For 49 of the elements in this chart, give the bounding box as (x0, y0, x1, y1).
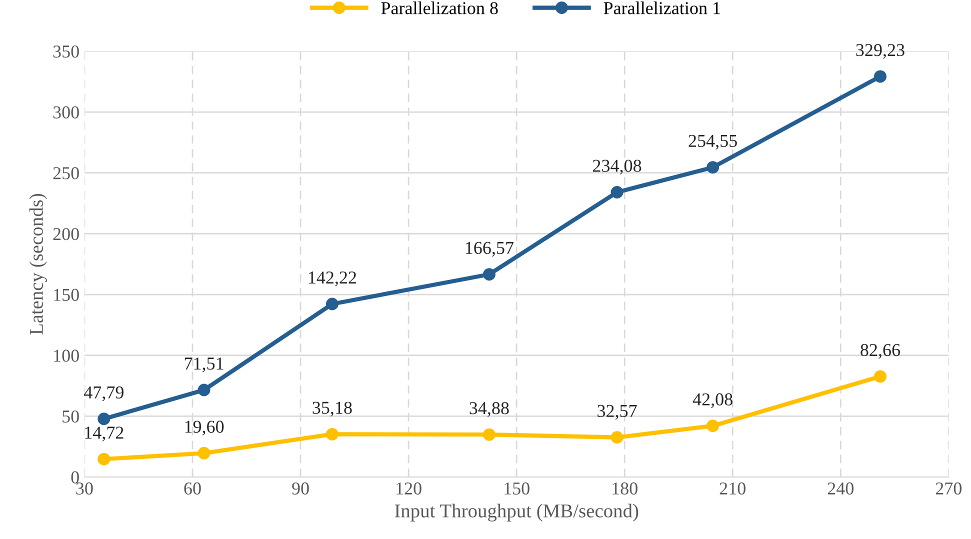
data-label: 142,22 (308, 272, 356, 286)
data-label: 329,23 (856, 44, 904, 59)
x-tick-label: 120 (396, 482, 422, 495)
x-tick-label: 210 (720, 482, 746, 495)
point (482, 428, 496, 441)
y-tick-label: 150 (54, 288, 79, 301)
x-tick-label: 180 (612, 482, 638, 495)
x-tick-label: 90 (292, 482, 309, 495)
point (610, 186, 624, 198)
point (874, 370, 886, 383)
point (98, 452, 110, 466)
x-tick-label: 60 (184, 482, 201, 495)
data-label: 234,08 (593, 160, 642, 174)
point (874, 70, 886, 83)
data-label: 47,79 (84, 386, 124, 402)
data-label: 254,55 (688, 134, 737, 150)
x-tick-label: 240 (828, 482, 854, 495)
point (482, 268, 496, 281)
point (706, 161, 720, 174)
data-label: 35,18 (312, 402, 352, 416)
y-tick-label: 200 (53, 228, 79, 240)
y-tick-label: 350 (53, 45, 79, 58)
data-label: 82,66 (860, 344, 900, 359)
data-label: 19,60 (185, 420, 224, 436)
legend-label: Parallelization 8 (381, 2, 498, 14)
point (198, 384, 210, 396)
x-tick-label: 270 (936, 482, 962, 495)
point (98, 412, 110, 426)
point (198, 446, 210, 460)
data-label: 42,08 (692, 393, 732, 408)
y-tick-label: 100 (54, 350, 79, 362)
point (610, 431, 624, 444)
x-axis-title: Input Throughput (MB/second) (394, 504, 638, 522)
data-label: 14,72 (85, 426, 124, 442)
y-tick-label: 250 (53, 167, 79, 180)
y-tick-label: 0 (71, 471, 79, 484)
point (326, 298, 338, 310)
y-tick-label: 300 (53, 106, 79, 118)
data-label: 71,51 (184, 358, 224, 372)
point (326, 428, 338, 440)
x-tick-label: 30 (76, 482, 93, 495)
data-label: 34,88 (470, 402, 509, 417)
y-axis-title: Latency (seconds) (29, 194, 47, 335)
data-label: 166,57 (466, 242, 514, 257)
y-tick-label: 50 (62, 410, 79, 423)
point (706, 420, 720, 432)
x-tick-label: 150 (504, 482, 530, 495)
legend-label: Parallelization 1 (604, 2, 720, 14)
data-label: 32,57 (598, 404, 637, 420)
